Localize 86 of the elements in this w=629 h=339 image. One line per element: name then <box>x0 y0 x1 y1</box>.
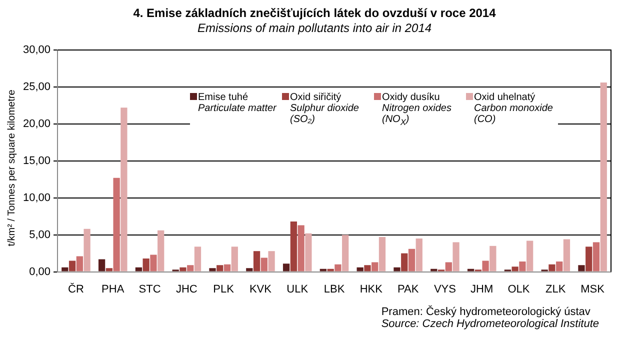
bar <box>246 268 253 272</box>
x-tick-label: ZLK <box>546 283 566 296</box>
bar <box>158 230 164 272</box>
y-axis-title: t/km² / Tonnes per square kilometre <box>6 90 18 246</box>
bar <box>260 258 268 272</box>
x-tick-label: PHA <box>102 283 125 296</box>
bar <box>578 265 585 272</box>
y-tick-label: 10,00 <box>22 192 51 204</box>
bar <box>342 234 349 272</box>
bar <box>519 261 526 272</box>
legend-label: Emise tuhé Particulate matter <box>197 92 278 114</box>
bar <box>364 265 371 272</box>
x-tick-label: OLK <box>508 283 530 296</box>
bar <box>401 253 408 272</box>
bar <box>68 260 76 272</box>
bar <box>378 237 386 272</box>
bar <box>430 268 438 272</box>
y-tick-label: 5,00 <box>29 228 51 241</box>
bar <box>334 264 342 272</box>
x-tick-label: LBK <box>324 283 346 296</box>
y-tick-label: 0,00 <box>29 266 51 278</box>
x-tick-label: VYS <box>434 283 456 296</box>
bar <box>209 268 216 272</box>
bar <box>526 240 534 272</box>
x-tick-label: PAK <box>397 283 420 296</box>
bar <box>556 261 563 272</box>
bar <box>216 265 224 272</box>
x-tick-label: HKK <box>360 283 384 296</box>
bar <box>187 265 194 272</box>
bar <box>84 228 90 272</box>
legend-label: Oxid siřičitý Sulphur dioxide (SO₂) <box>289 92 360 125</box>
bar <box>76 256 83 272</box>
bar <box>467 268 474 272</box>
bar <box>563 239 570 272</box>
chart-subtitle: Emissions of main pollutants into air in 2014 <box>196 21 433 35</box>
x-tick-label: JHM <box>470 283 494 296</box>
bar <box>268 251 275 272</box>
bar <box>135 267 142 272</box>
bar <box>490 246 496 272</box>
bar <box>120 108 128 272</box>
bar <box>320 268 327 272</box>
x-tick-label: KVK <box>249 283 272 296</box>
bar <box>98 259 106 272</box>
bar <box>512 266 518 272</box>
bar <box>282 264 290 272</box>
bar <box>305 233 312 272</box>
bar <box>445 262 452 272</box>
source-note: Source: Czech Hydrometeorological Institute <box>381 318 599 330</box>
bar <box>180 267 186 272</box>
bar <box>224 264 231 272</box>
x-tick-label: MSK <box>580 283 606 296</box>
text: Pramen: Český hydrometeorologický ústav <box>381 306 592 318</box>
x-tick-label: JHC <box>176 283 198 296</box>
bar <box>408 248 416 272</box>
x-tick-label: STC <box>138 283 161 296</box>
bar <box>62 267 68 272</box>
bar <box>394 267 400 272</box>
y-tick-label: 30,00 <box>22 44 51 56</box>
bar <box>592 242 600 272</box>
chart-title: 4. Emise základních znečišťujících látek do ovzduší v roce 2014 <box>132 6 497 20</box>
bar <box>416 238 422 272</box>
x-tick-label: ČR <box>68 282 84 296</box>
bar <box>290 222 297 272</box>
bar <box>113 178 120 272</box>
bar <box>253 251 260 272</box>
bar <box>372 262 378 272</box>
bar <box>548 264 556 272</box>
bar <box>600 82 607 272</box>
bar <box>106 268 113 272</box>
bar <box>586 246 592 272</box>
bar <box>150 254 157 272</box>
x-tick-label: PLK <box>213 283 235 296</box>
legend-label: Oxidy dusíku Nitrogen oxides (NO$_{X}$) <box>381 92 452 127</box>
y-tick-label: 15,00 <box>22 154 51 167</box>
y-tick-label: 20,00 <box>22 118 51 130</box>
bar <box>356 267 364 272</box>
bar <box>327 268 334 272</box>
bar <box>298 225 304 272</box>
bar <box>231 246 238 272</box>
bar <box>194 246 202 272</box>
y-tick-label: 25,00 <box>22 81 51 93</box>
bar <box>482 260 489 272</box>
x-tick-label: ULK <box>286 283 309 296</box>
bar <box>142 258 150 272</box>
legend-label: Oxid uhelnatý Carbon monoxide (CO) <box>473 92 554 125</box>
bar <box>452 242 460 272</box>
